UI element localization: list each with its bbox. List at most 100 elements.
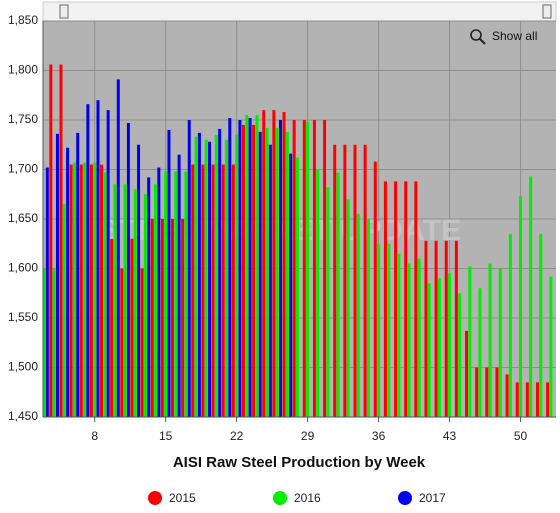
bar (258, 131, 262, 417)
x-tick-label: 50 (514, 429, 528, 443)
bar (414, 181, 418, 417)
bar (42, 268, 46, 417)
legend-marker (148, 491, 162, 505)
bar (519, 196, 523, 417)
bar (312, 120, 316, 417)
y-tick-label: 1,500 (8, 360, 38, 374)
bar (147, 177, 151, 417)
bar (211, 164, 215, 417)
x-tick-label: 8 (91, 429, 98, 443)
bar (353, 144, 357, 417)
bar (157, 167, 161, 417)
bar (235, 134, 239, 417)
bar (154, 184, 158, 417)
bar (89, 164, 93, 417)
bar (495, 367, 499, 417)
bar (539, 233, 543, 417)
bar (394, 181, 398, 417)
bar (100, 164, 104, 417)
bar (231, 164, 235, 417)
bar (397, 253, 401, 417)
show-all-label[interactable]: Show all (492, 29, 537, 43)
y-tick-label: 1,600 (8, 261, 38, 275)
bar (475, 367, 479, 417)
bar (103, 172, 107, 417)
bar (265, 127, 269, 418)
bar (201, 164, 205, 417)
bar (268, 144, 272, 417)
bar (356, 214, 360, 417)
bar (218, 128, 222, 417)
bar (96, 100, 100, 417)
bar (377, 243, 381, 417)
bar (549, 276, 553, 417)
bar (245, 115, 249, 418)
bar (383, 181, 387, 417)
bar (79, 164, 83, 417)
bar (194, 136, 198, 417)
bar (86, 104, 90, 417)
legend-label: 2017 (419, 491, 446, 505)
legend-marker (398, 491, 412, 505)
bar (535, 382, 539, 417)
scroll-handle-right[interactable] (542, 4, 552, 19)
bar (373, 161, 377, 417)
scroll-bar[interactable] (42, 1, 557, 22)
bar (225, 139, 229, 418)
legend-label: 2015 (169, 491, 196, 505)
scroll-handle-left[interactable] (59, 4, 69, 19)
bar (272, 110, 276, 417)
bar (160, 219, 164, 417)
show-all-button[interactable]: Show all (470, 29, 537, 45)
bar (76, 132, 80, 417)
y-tick-label: 1,550 (8, 310, 38, 324)
bar (113, 184, 117, 417)
bar (282, 112, 286, 417)
bar (529, 176, 533, 417)
bar (248, 118, 252, 418)
bar (187, 120, 191, 417)
bars (42, 64, 553, 418)
bar (174, 171, 178, 417)
bar (208, 141, 212, 417)
bar (448, 273, 452, 417)
bar (252, 124, 256, 417)
bar (285, 131, 289, 417)
bar (184, 171, 188, 417)
legend-marker (273, 491, 287, 505)
bar (407, 263, 411, 417)
x-tick-label: 43 (443, 429, 457, 443)
y-tick-label: 1,750 (8, 112, 38, 126)
legend-label: 2016 (294, 491, 321, 505)
bar (295, 157, 299, 417)
y-tick-label: 1,650 (8, 211, 38, 225)
bar (238, 120, 242, 417)
x-tick-label: 36 (372, 429, 386, 443)
bar (62, 204, 66, 417)
bar (316, 169, 320, 417)
bar (123, 184, 127, 417)
bar (167, 129, 171, 417)
bar (241, 124, 245, 417)
bar (465, 330, 469, 417)
bar (66, 147, 70, 417)
bar (275, 127, 279, 418)
bar (83, 162, 87, 417)
legend: 2015 2016 2017 (148, 491, 446, 505)
bar (126, 122, 130, 417)
bar (137, 144, 141, 417)
bar (140, 268, 144, 417)
bar (52, 268, 56, 417)
bar (55, 133, 59, 418)
bar (150, 219, 154, 417)
bar (262, 110, 266, 417)
bar (333, 144, 337, 417)
bar (488, 263, 492, 417)
bar (505, 374, 509, 417)
x-tick-label: 29 (301, 429, 315, 443)
bar (164, 171, 168, 417)
y-tick-label: 1,800 (8, 63, 38, 77)
bar (306, 121, 310, 417)
bar (116, 79, 120, 417)
